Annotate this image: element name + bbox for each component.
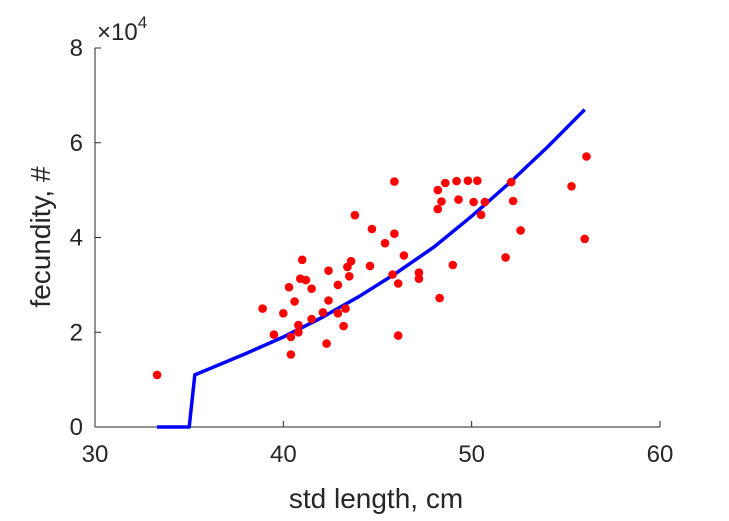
data-point bbox=[380, 238, 390, 248]
data-point bbox=[469, 197, 478, 207]
data-point bbox=[152, 370, 162, 380]
data-point bbox=[506, 177, 516, 187]
y-tick-label: 6 bbox=[70, 130, 83, 157]
data-point bbox=[390, 229, 399, 238]
data-point bbox=[307, 284, 316, 294]
y-tick-label: 2 bbox=[70, 319, 83, 346]
data-point bbox=[399, 251, 409, 260]
data-point bbox=[441, 178, 450, 188]
data-point bbox=[269, 330, 279, 339]
data-point bbox=[345, 272, 354, 281]
data-point bbox=[393, 279, 403, 288]
data-point bbox=[367, 224, 377, 234]
y-tick-label: 8 bbox=[70, 35, 83, 62]
data-point bbox=[414, 274, 424, 284]
x-axis-label: std length, cm bbox=[289, 483, 463, 514]
data-point bbox=[307, 314, 316, 324]
y-axis-exponent-power: 4 bbox=[138, 13, 147, 32]
x-tick-label: 30 bbox=[82, 441, 109, 468]
data-point bbox=[322, 339, 331, 348]
data-point bbox=[433, 185, 443, 195]
data-point bbox=[567, 182, 576, 191]
data-point bbox=[516, 226, 525, 235]
y-axis-label: fecundity, # bbox=[25, 166, 56, 308]
y-tick-label: 4 bbox=[70, 225, 83, 252]
data-point bbox=[286, 332, 296, 342]
data-point bbox=[501, 253, 510, 262]
data-point bbox=[580, 234, 589, 244]
data-point bbox=[339, 321, 348, 331]
data-point bbox=[437, 197, 446, 206]
x-tick-label: 60 bbox=[647, 441, 674, 468]
x-tick-label: 40 bbox=[270, 441, 297, 468]
data-point bbox=[318, 308, 328, 317]
data-point bbox=[414, 268, 424, 277]
data-point bbox=[350, 210, 360, 220]
data-point bbox=[508, 196, 518, 206]
data-point bbox=[333, 309, 343, 318]
data-point bbox=[388, 270, 397, 279]
data-point bbox=[258, 304, 267, 313]
data-point bbox=[324, 296, 333, 305]
data-point bbox=[279, 309, 288, 318]
data-point bbox=[297, 255, 307, 265]
y-ticks: 0 2 4 6 8 bbox=[70, 35, 101, 441]
data-point bbox=[582, 152, 591, 161]
data-point bbox=[454, 195, 463, 204]
data-point bbox=[480, 197, 490, 207]
data-point bbox=[341, 304, 350, 313]
data-point bbox=[433, 204, 443, 214]
data-point bbox=[290, 297, 299, 306]
data-point bbox=[324, 266, 333, 276]
y-axis-exponent: ×104 bbox=[97, 13, 147, 46]
data-point bbox=[452, 176, 461, 186]
x-tick-label: 50 bbox=[458, 441, 485, 468]
data-point bbox=[473, 176, 482, 185]
data-point bbox=[294, 328, 303, 337]
data-point bbox=[365, 261, 375, 271]
data-point bbox=[435, 293, 444, 303]
data-point bbox=[390, 177, 399, 186]
data-point bbox=[393, 331, 403, 340]
x-ticks: 30 40 50 60 bbox=[82, 421, 674, 468]
data-point bbox=[448, 260, 458, 270]
y-axis-exponent-base: ×10 bbox=[97, 19, 138, 46]
data-point bbox=[333, 280, 343, 290]
y-tick-label: 0 bbox=[70, 414, 83, 441]
data-point bbox=[301, 275, 311, 285]
data-point bbox=[286, 350, 296, 359]
scatter-series bbox=[152, 152, 591, 380]
plot-area: 30 40 50 60 0 2 4 6 8 bbox=[70, 35, 674, 468]
data-point bbox=[463, 176, 473, 185]
data-point bbox=[346, 256, 356, 266]
data-point bbox=[294, 320, 303, 330]
data-point bbox=[476, 210, 486, 220]
data-point bbox=[284, 282, 294, 292]
